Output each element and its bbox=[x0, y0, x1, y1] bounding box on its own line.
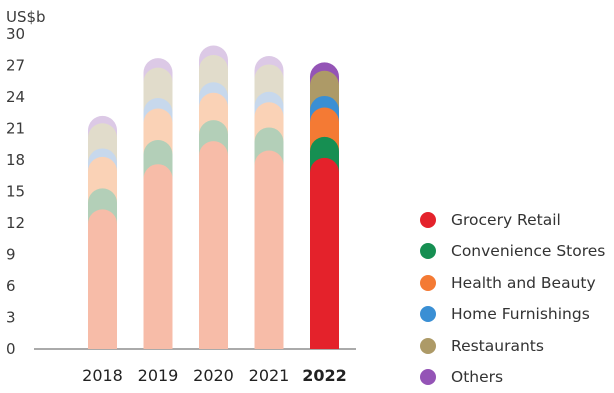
y-tick-label: 6 bbox=[6, 277, 16, 295]
bar-group-2020 bbox=[199, 46, 228, 349]
legend: Grocery Retail Convenience Stores Health a… bbox=[420, 204, 605, 393]
bar-segment-grocery-retail-2018 bbox=[88, 209, 117, 349]
x-axis-ticks: 2018 2019 2020 2021 2022 bbox=[82, 366, 347, 385]
legend-label: Others bbox=[451, 368, 503, 386]
y-tick-label: 24 bbox=[6, 88, 25, 106]
legend-item: Health and Beauty bbox=[420, 267, 605, 299]
y-axis-ticks: 0 3 6 9 12 15 18 21 24 27 30 bbox=[6, 25, 25, 358]
legend-label: Restaurants bbox=[451, 337, 544, 355]
bar-segment-grocery-retail-2021 bbox=[255, 151, 284, 349]
legend-swatch bbox=[420, 338, 436, 354]
legend-item: Grocery Retail bbox=[420, 204, 605, 236]
y-tick-label: 9 bbox=[6, 246, 16, 264]
legend-swatch bbox=[420, 243, 436, 259]
y-tick-label: 30 bbox=[6, 25, 25, 43]
legend-item: Others bbox=[420, 362, 605, 393]
x-tick-label: 2022 bbox=[302, 366, 347, 385]
y-tick-label: 27 bbox=[6, 57, 25, 75]
bar-group-2021 bbox=[255, 56, 284, 349]
bars bbox=[88, 46, 339, 349]
y-tick-label: 12 bbox=[6, 214, 25, 232]
bar-segment-grocery-retail-2022 bbox=[310, 158, 339, 349]
legend-swatch bbox=[420, 275, 436, 291]
y-tick-label: 0 bbox=[6, 340, 16, 358]
bar-segment-grocery-retail-2020 bbox=[199, 141, 228, 349]
legend-label: Home Furnishings bbox=[451, 305, 590, 323]
bar-group-2018 bbox=[88, 116, 117, 349]
legend-label: Convenience Stores bbox=[451, 242, 605, 260]
legend-swatch bbox=[420, 306, 436, 322]
legend-item: Home Furnishings bbox=[420, 299, 605, 331]
legend-item: Restaurants bbox=[420, 330, 605, 362]
x-tick-label: 2021 bbox=[249, 366, 290, 385]
legend-swatch bbox=[420, 369, 436, 385]
legend-item: Convenience Stores bbox=[420, 236, 605, 268]
y-axis-label: US$b bbox=[6, 8, 46, 26]
y-tick-label: 21 bbox=[6, 120, 25, 138]
y-tick-label: 3 bbox=[6, 309, 16, 327]
y-tick-label: 15 bbox=[6, 183, 25, 201]
legend-label: Health and Beauty bbox=[451, 274, 596, 292]
bar-group-2019 bbox=[144, 58, 173, 349]
x-tick-label: 2018 bbox=[82, 366, 123, 385]
x-tick-label: 2019 bbox=[138, 366, 179, 385]
bar-group-2022 bbox=[310, 62, 339, 349]
legend-label: Grocery Retail bbox=[451, 211, 561, 229]
y-tick-label: 18 bbox=[6, 151, 25, 169]
bar-segment-grocery-retail-2019 bbox=[144, 164, 173, 349]
legend-swatch bbox=[420, 212, 436, 228]
x-tick-label: 2020 bbox=[193, 366, 234, 385]
